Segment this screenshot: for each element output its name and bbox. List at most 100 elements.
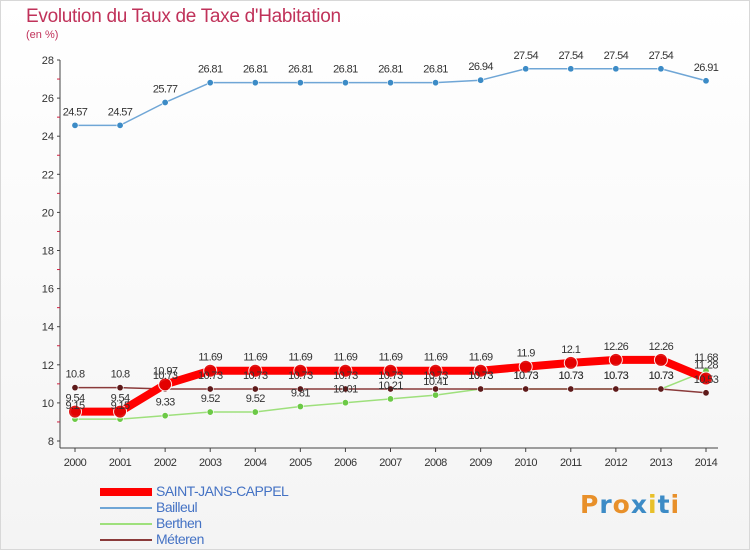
logo-letter: r [599, 490, 613, 519]
legend-label-saint-jans-cappel: SAINT-JANS-CAPPEL [156, 483, 289, 499]
data-label: 12.1 [561, 344, 580, 356]
logo-letter: i [670, 490, 681, 519]
data-point [248, 363, 263, 378]
data-point [386, 395, 394, 403]
data-label: 11.69 [469, 352, 493, 364]
data-label: 10.01 [333, 384, 358, 396]
data-point [341, 385, 349, 393]
data-label: 26.81 [423, 64, 448, 76]
data-point [612, 65, 620, 73]
logo-letter: t [657, 490, 671, 519]
proxiti-logo: Proxiti [580, 490, 680, 519]
data-label: 27.54 [604, 50, 629, 62]
data-label: 12.26 [604, 341, 629, 353]
data-point [206, 385, 214, 393]
y-tick-label: 10 [42, 398, 54, 410]
data-label: 10.73 [513, 370, 538, 382]
data-point [612, 385, 620, 393]
data-label: 10.21 [378, 380, 403, 392]
data-point [68, 404, 82, 419]
x-tick-label: 2010 [514, 457, 537, 469]
data-label: 10.8 [111, 369, 130, 381]
data-label: 24.57 [63, 106, 88, 118]
data-point [702, 77, 710, 85]
data-label: 9.33 [156, 397, 175, 409]
x-tick-label: 2014 [695, 457, 718, 469]
x-tick-label: 2000 [64, 457, 87, 469]
data-label: 10.73 [559, 370, 584, 382]
data-point [383, 363, 398, 378]
x-tick-label: 2005 [289, 457, 312, 469]
data-label: 26.91 [694, 62, 719, 74]
y-tick-label: 12 [42, 360, 54, 372]
data-label: 10.73 [604, 370, 629, 382]
data-point [161, 98, 169, 106]
data-label: 24.57 [108, 106, 133, 118]
data-label: 9.54 [65, 393, 84, 405]
y-tick-label: 22 [42, 169, 54, 181]
data-point [161, 412, 169, 420]
data-label: 11.69 [379, 352, 403, 364]
data-point [203, 363, 218, 378]
x-tick-label: 2013 [650, 457, 673, 469]
legend-label-bailleul: Bailleul [156, 499, 198, 515]
data-point [477, 76, 485, 84]
data-label: 11.68 [694, 352, 718, 364]
data-label: 10.73 [378, 370, 403, 382]
legend-swatch-bailleul [100, 507, 152, 509]
data-point [251, 385, 259, 393]
data-label: 26.81 [378, 64, 403, 76]
data-point [71, 121, 79, 129]
data-point [608, 352, 623, 367]
y-tick-label: 16 [42, 284, 54, 296]
data-label: 10.53 [694, 374, 719, 386]
data-point [702, 389, 710, 397]
x-tick-label: 2004 [244, 457, 267, 469]
logo-letter: o [612, 490, 631, 519]
data-point [657, 385, 665, 393]
y-tick-label: 26 [42, 93, 54, 105]
data-point [293, 363, 308, 378]
x-tick-label: 2003 [199, 457, 222, 469]
data-point [428, 363, 443, 378]
chart-title: Evolution du Taux de Taxe d'Habitation [26, 6, 341, 27]
data-label: 9.15 [65, 400, 84, 412]
data-point [432, 391, 440, 399]
data-point [473, 363, 488, 378]
data-label: 10.73 [468, 370, 493, 382]
data-point [71, 384, 79, 392]
x-tick-label: 2007 [379, 457, 402, 469]
x-tick-label: 2008 [424, 457, 447, 469]
data-label: 26.81 [288, 64, 313, 76]
data-label: 10.73 [649, 370, 674, 382]
data-label: 26.81 [243, 64, 268, 76]
data-label: 10.73 [198, 370, 223, 382]
data-point [563, 355, 578, 370]
series-line-bailleul [74, 68, 707, 127]
data-point [518, 359, 533, 374]
logo-letter: P [580, 490, 600, 519]
data-label: 9.15 [111, 400, 130, 412]
data-label: 11.69 [198, 352, 222, 364]
data-point [699, 371, 713, 386]
data-label: 10.41 [423, 376, 448, 388]
logo-letter: x [630, 490, 648, 519]
data-label: 10.73 [604, 370, 629, 382]
data-point [522, 385, 530, 393]
y-tick-label: 28 [42, 55, 54, 67]
data-label: 11.69 [334, 352, 358, 364]
data-label: 12.26 [649, 341, 674, 353]
data-label: 10.73 [468, 370, 493, 382]
data-point [386, 385, 394, 393]
data-point [567, 385, 575, 393]
data-label: 10.73 [513, 370, 538, 382]
legend-label-berthen: Berthen [156, 515, 202, 531]
data-label: 11.69 [288, 352, 312, 364]
data-label: 11.69 [424, 352, 448, 364]
y-tick-label: 24 [42, 131, 54, 143]
data-label: 10.73 [243, 370, 268, 382]
data-label: 10.73 [153, 370, 178, 382]
legend-swatch-meteren [100, 539, 152, 541]
data-point [341, 399, 349, 407]
